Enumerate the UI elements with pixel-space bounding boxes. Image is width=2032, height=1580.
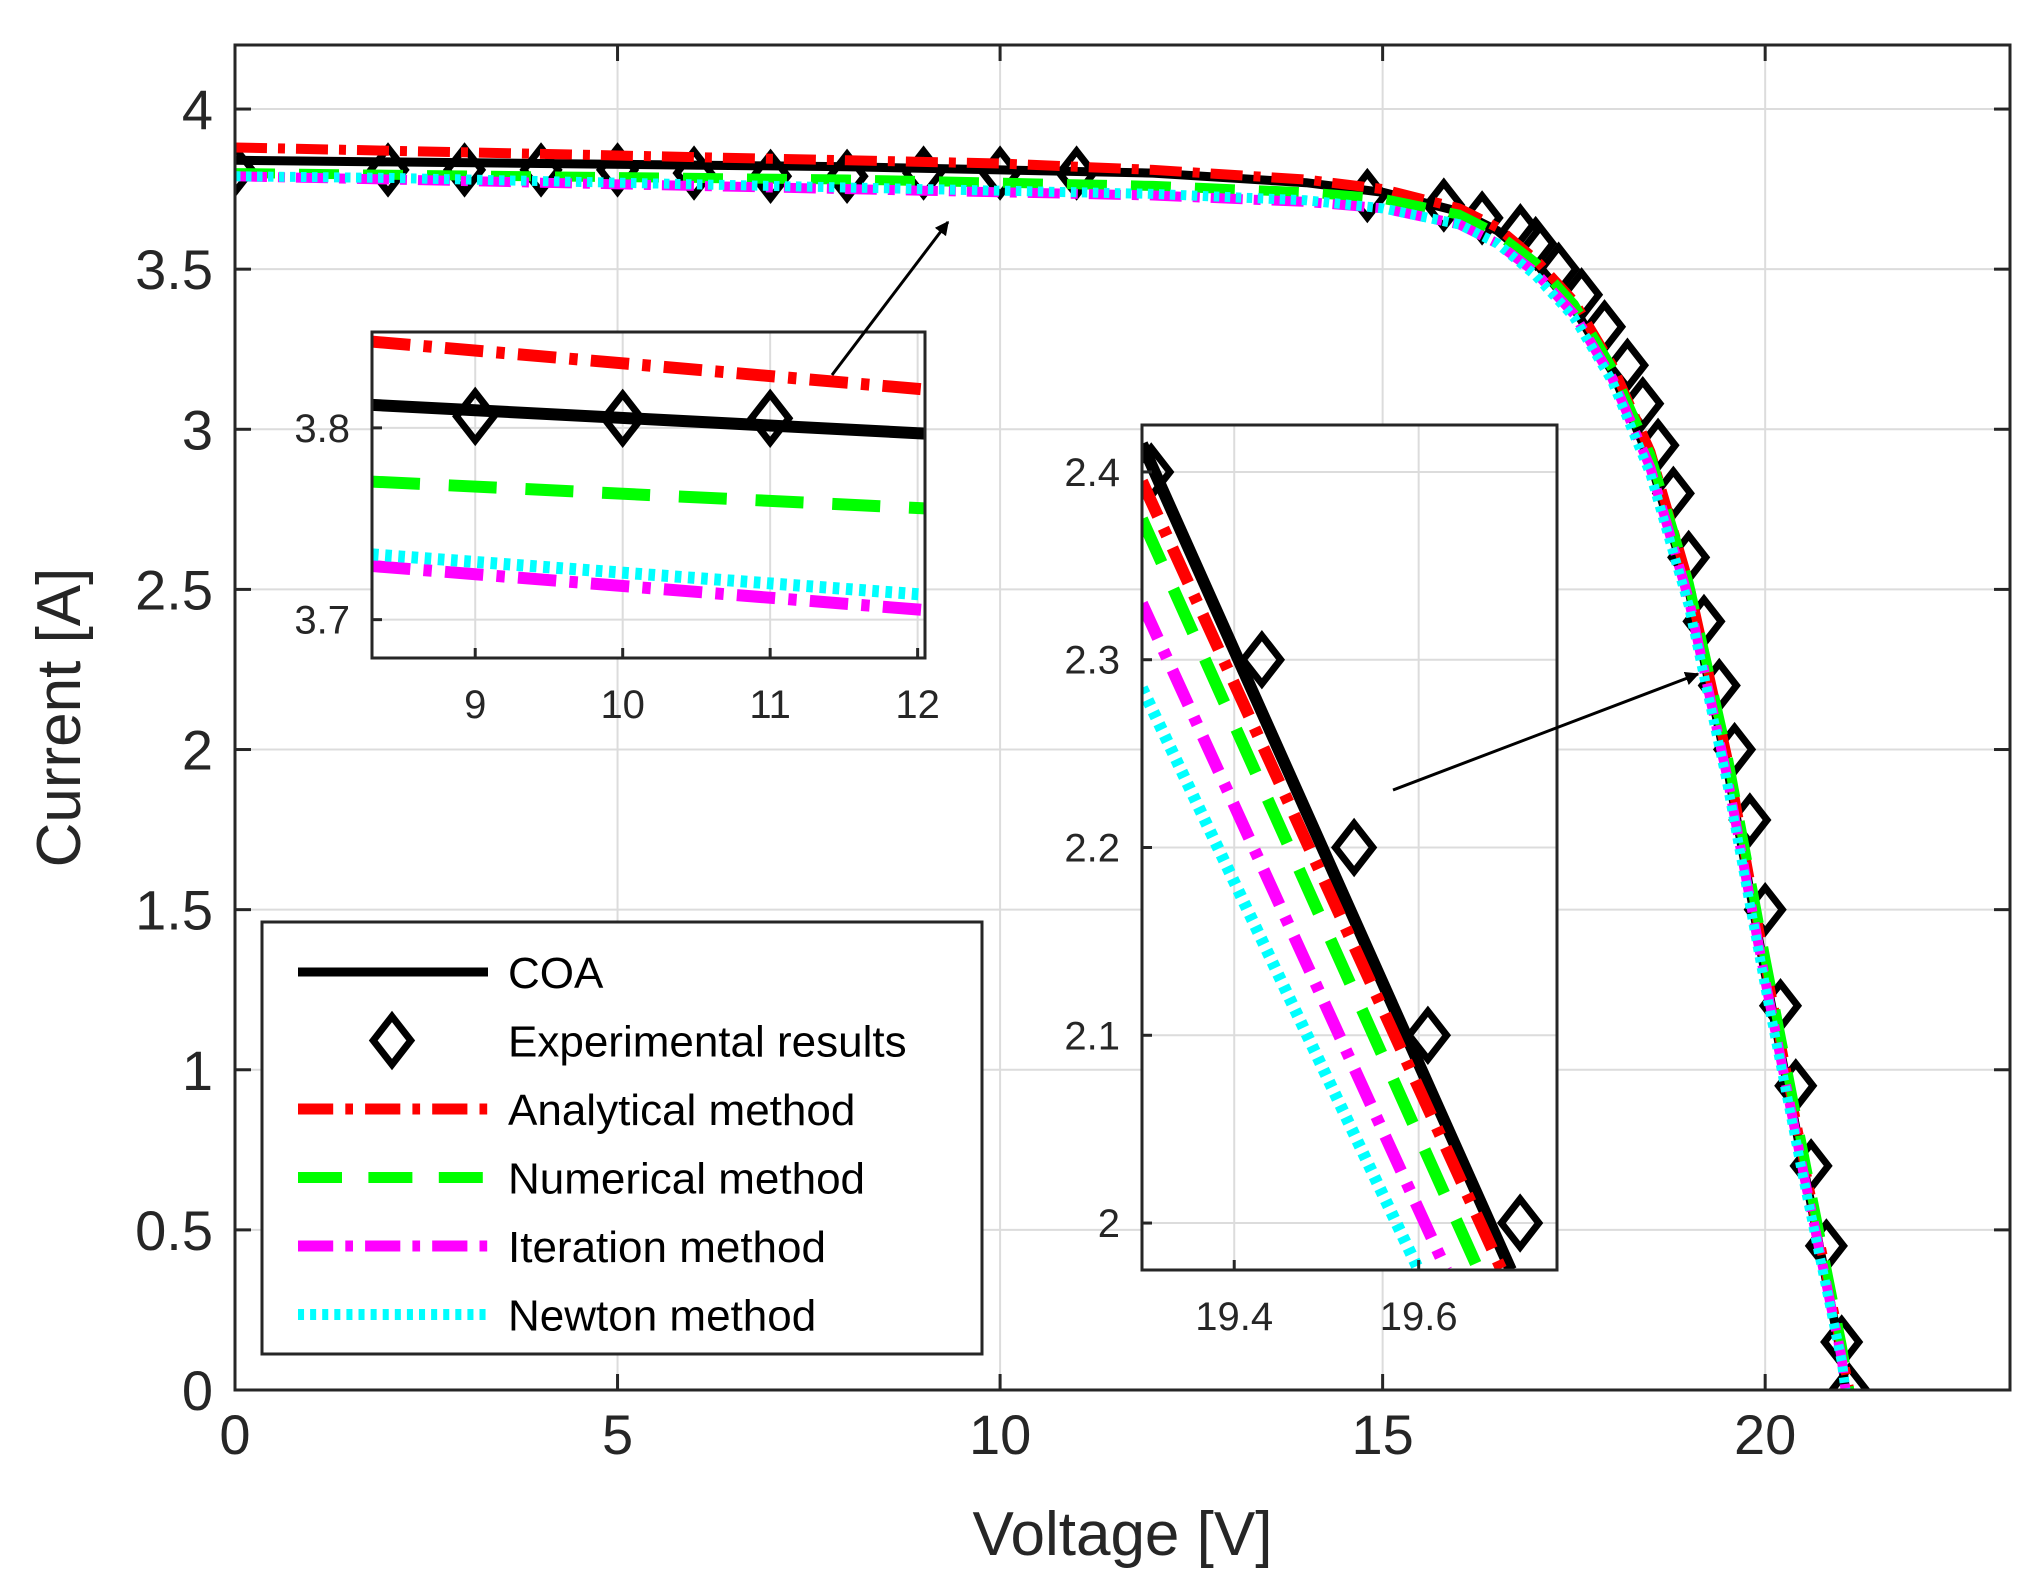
inset-y-tick-label: 2.4 xyxy=(1064,451,1120,495)
data-point-marker xyxy=(825,148,869,204)
legend-entry-coa: COA xyxy=(298,949,604,998)
data-point-marker xyxy=(1559,267,1604,323)
inset-data-point-marker xyxy=(599,388,646,448)
inset-data-point-marker xyxy=(452,386,499,447)
legend-marker xyxy=(368,1010,416,1071)
inset-y-tick-label: 2.3 xyxy=(1064,639,1120,683)
inset-series-experimental-results xyxy=(452,386,794,448)
inset-series-line-analytical-method xyxy=(372,335,925,396)
data-point-marker xyxy=(1422,177,1466,233)
y-tick-label: 4 xyxy=(182,78,213,141)
legend: COA Experimental results Analytical method… xyxy=(260,920,984,1356)
series-line-newton-method xyxy=(235,171,1851,1390)
axis-titles: Voltage [V] Current [A] xyxy=(25,568,1272,1569)
inset-series-line-coa xyxy=(1142,441,1517,1270)
inset-series-line-iteration-method xyxy=(1142,600,1452,1270)
x-axis-label: Voltage [V] xyxy=(973,1500,1273,1569)
x-tick-label: 5 xyxy=(602,1403,633,1466)
data-point-marker xyxy=(235,142,257,198)
inset-series-group xyxy=(372,335,925,617)
inset-x-tick-label: 10 xyxy=(600,683,645,727)
data-point-marker xyxy=(748,148,793,204)
data-point-marker xyxy=(519,142,563,198)
inset-y-tick-label: 2.1 xyxy=(1064,1014,1120,1058)
inset-plateau: 9 10 11 12 3.7 3.8 xyxy=(294,330,940,727)
data-point-marker xyxy=(595,142,640,198)
y-tick-label: 2 xyxy=(182,719,213,782)
zoom-arrow-plateau xyxy=(830,220,950,376)
plot-frame xyxy=(233,43,2012,1392)
inset-series-line-newton-method xyxy=(1142,685,1425,1270)
legend-label: Experimental results xyxy=(508,1018,907,1067)
y-tick-label: 0.5 xyxy=(135,1199,213,1262)
inset-series-group xyxy=(1142,441,1544,1270)
series-group xyxy=(235,142,1871,1390)
x-tick-label: 20 xyxy=(1734,1403,1796,1466)
inset-y-tick-label: 2 xyxy=(1098,1202,1120,1246)
inset-y-tick-label: 3.7 xyxy=(294,599,350,643)
data-point-marker xyxy=(366,142,410,198)
inset-series-line-numerical-method xyxy=(1142,516,1485,1270)
x-tick-label: 10 xyxy=(969,1403,1031,1466)
legend-label: Iteration method xyxy=(508,1223,826,1272)
legend-label: COA xyxy=(508,949,604,998)
data-point-marker xyxy=(442,142,487,198)
data-point-marker xyxy=(1827,1362,1871,1390)
main-plot: 0 5 10 15 20 0 0.5 1 1.5 2 2.5 3 3.5 4 xyxy=(135,43,2012,1466)
inset-data-point-marker xyxy=(1404,1005,1452,1065)
inset-data-point-marker xyxy=(1330,817,1378,878)
legend-entry-numerical-method: Numerical method xyxy=(298,1155,865,1204)
zoom-arrow-knee xyxy=(1392,671,1700,792)
y-tick-label: 0 xyxy=(182,1359,213,1422)
inset-data-point-marker xyxy=(1238,630,1286,690)
inset-knee: 19.4 19.6 2 2.1 2.2 2.3 2.4 xyxy=(1064,423,1559,1339)
legend-entry-experimental-results: Experimental results xyxy=(368,1010,907,1071)
legend-label: Analytical method xyxy=(508,1086,855,1135)
inset-y-tick-label: 3.8 xyxy=(294,407,350,451)
y-axis-label: Current [A] xyxy=(25,568,94,868)
x-tick-label: 15 xyxy=(1351,1403,1413,1466)
inset-x-tick-label: 12 xyxy=(895,683,940,727)
y-tick-label: 3.5 xyxy=(135,238,213,301)
data-point-marker xyxy=(672,145,716,201)
y-tick-label: 2.5 xyxy=(135,558,213,621)
data-point-marker xyxy=(1605,337,1650,393)
legend-box xyxy=(260,920,984,1356)
legend-entry-iteration-method: Iteration method xyxy=(298,1223,826,1272)
inset-series-line-newton-method xyxy=(372,548,925,601)
inset-data-point-marker xyxy=(747,388,794,448)
legend-entry-newton-method: Newton method xyxy=(298,1292,816,1341)
inset-frame xyxy=(370,330,927,660)
legend-label: Newton method xyxy=(508,1292,816,1341)
y-tick-label: 3 xyxy=(182,398,213,461)
inset-x-tick-label: 9 xyxy=(464,683,486,727)
inset-y-tick-label: 2.2 xyxy=(1064,827,1120,871)
inset-x-tick-label: 11 xyxy=(749,683,791,727)
inset-series-line-numerical-method xyxy=(372,475,925,515)
insets: 9 10 11 12 3.7 3.8 19.4 19.6 2 2.1 2.2 2.3 2.4 xyxy=(294,330,1559,1339)
y-tick-label: 1 xyxy=(182,1039,213,1102)
legend-label: Numerical method xyxy=(508,1155,865,1204)
y-tick-label: 1.5 xyxy=(135,879,213,942)
x-tick-label: 0 xyxy=(219,1403,250,1466)
legend-entry-analytical-method: Analytical method xyxy=(298,1086,855,1135)
inset-x-tick-label: 19.4 xyxy=(1195,1295,1273,1339)
inset-series-line-iteration-method xyxy=(372,560,925,617)
zoom-arrows xyxy=(830,220,1700,792)
inset-data-point-marker xyxy=(1496,1193,1544,1253)
ticks: 0 5 10 15 20 0 0.5 1 1.5 2 2.5 3 3.5 4 xyxy=(135,45,2010,1466)
inset-x-tick-label: 19.6 xyxy=(1380,1295,1458,1339)
